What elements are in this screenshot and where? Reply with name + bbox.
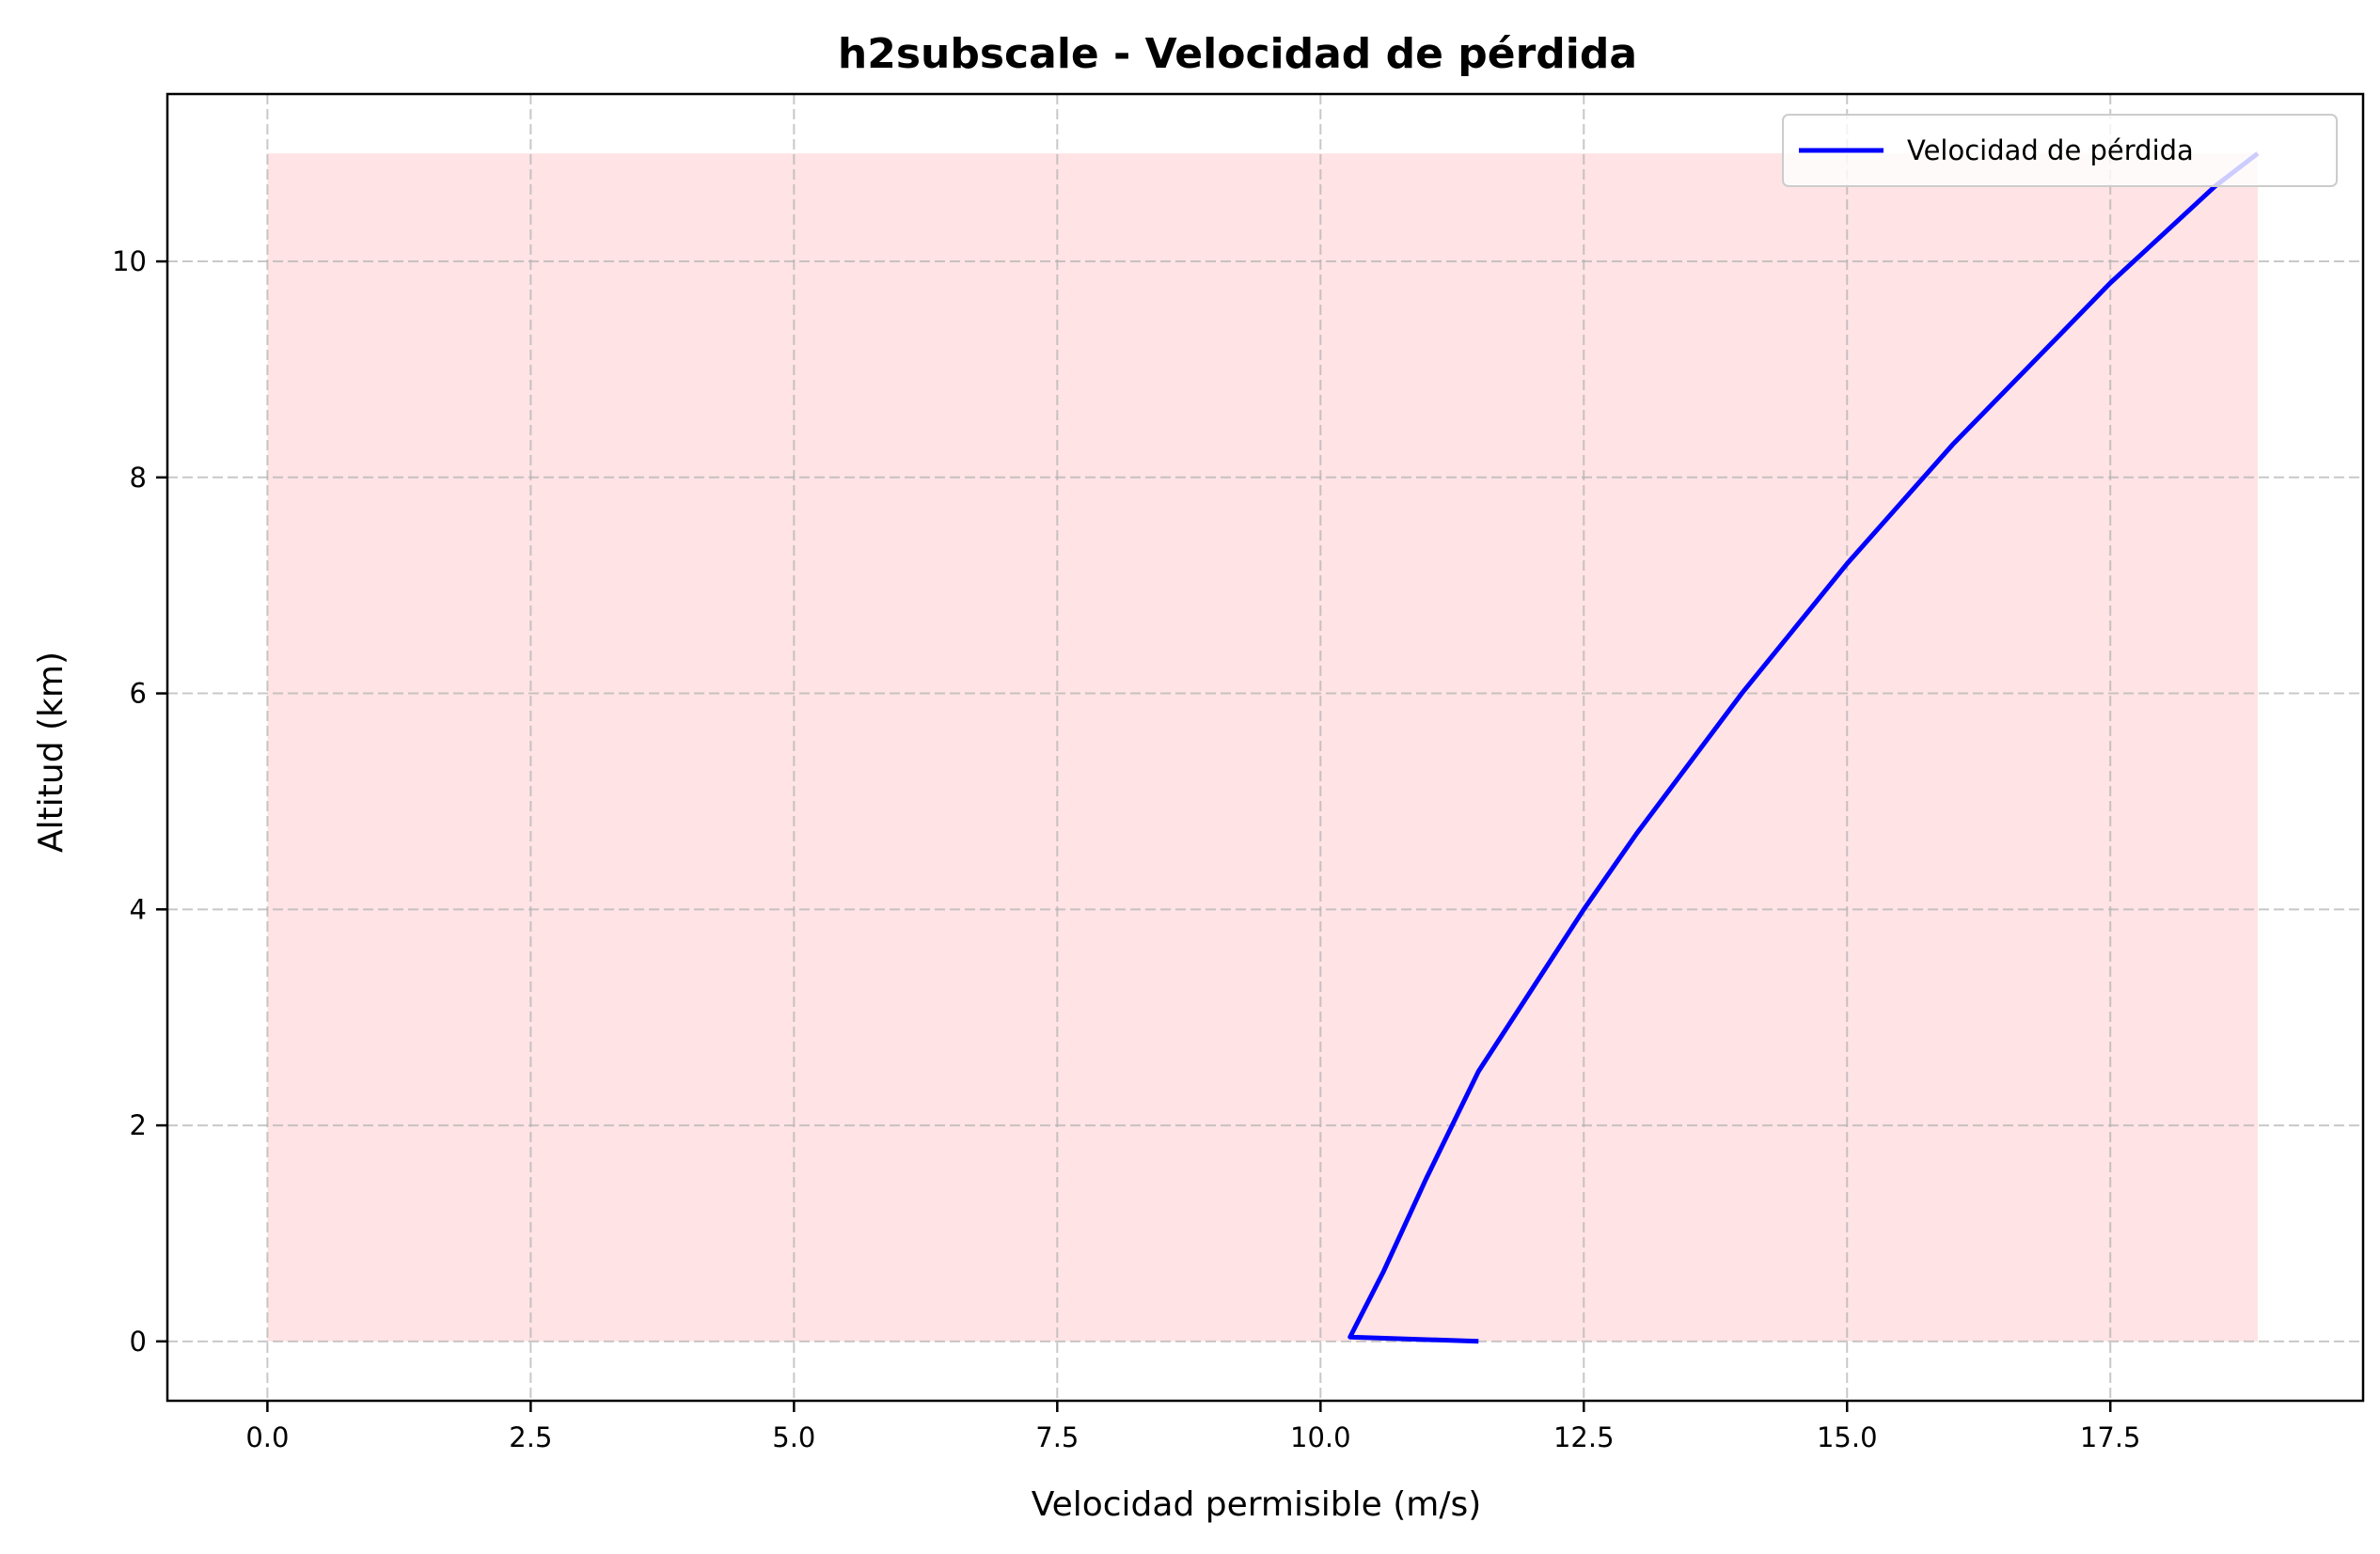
y-tick-label: 4: [130, 893, 147, 925]
legend-box: [1782, 114, 2338, 187]
y-axis-label: Altitud (km): [32, 651, 71, 853]
y-tick-label: 2: [130, 1109, 147, 1141]
shaded-region: [267, 153, 2259, 1342]
x-tick-label: 17.5: [2080, 1421, 2141, 1453]
y-tick-label: 0: [130, 1326, 147, 1358]
x-tick-label: 7.5: [1035, 1421, 1079, 1453]
legend-entry-velocidad-de-perdida: Velocidad de pérdida: [1907, 134, 2194, 166]
y-tick-label: 6: [130, 678, 147, 710]
x-tick-label: 5.0: [772, 1421, 815, 1453]
x-tick-label: 10.0: [1290, 1421, 1351, 1453]
x-tick-label: 12.5: [1553, 1421, 1615, 1453]
x-axis: 0.0 2.5 5.0 7.5 10.0 12.5 15.0 17.5: [245, 1401, 2141, 1453]
plot-area: [165, 92, 2365, 1403]
series-line-velocidad-de-perdida: [1348, 151, 2260, 1344]
x-axis-label: Velocidad permisible (m/s): [1032, 1485, 1482, 1524]
chart-title: h2subscale - Velocidad de pérdida: [838, 30, 1637, 78]
x-tick-label: 0.0: [245, 1421, 289, 1453]
y-tick-label: 10: [112, 245, 147, 277]
x-tick-label: 2.5: [509, 1421, 552, 1453]
x-tick-label: 15.0: [1817, 1421, 1878, 1453]
legend: Velocidad de pérdida: [1782, 114, 2338, 187]
grid-lines: [167, 94, 2363, 1401]
y-axis: 0 2 4 6 8 10: [112, 245, 167, 1358]
plot-frame: [165, 92, 2365, 1403]
y-tick-label: 8: [130, 462, 147, 494]
